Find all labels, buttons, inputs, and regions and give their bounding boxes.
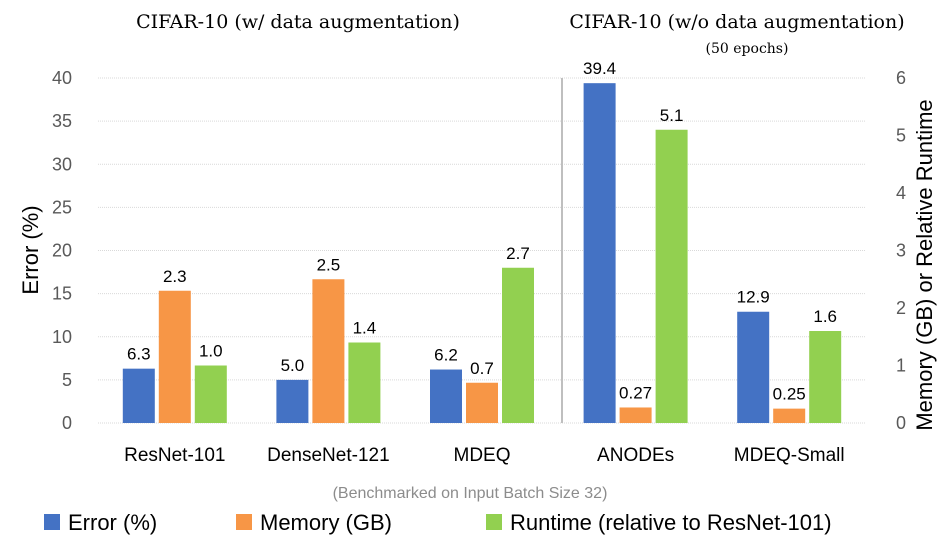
category-labels: ResNet-101 DenseNet-121 MDEQ ANODEs MDEQ-Sma… bbox=[124, 445, 845, 466]
bar bbox=[773, 408, 806, 423]
y-tick-label: 0 bbox=[62, 413, 72, 433]
y-axis-title: Error (%) bbox=[18, 205, 43, 294]
data-label: 2.5 bbox=[317, 255, 341, 274]
benchmark-note: (Benchmarked on Input Batch Size 32) bbox=[333, 485, 608, 502]
bar bbox=[655, 129, 688, 423]
data-label: 0.25 bbox=[773, 385, 806, 404]
y-tick-label: 10 bbox=[52, 327, 72, 347]
data-label: 2.3 bbox=[163, 267, 187, 286]
y-tick-label: 35 bbox=[52, 111, 72, 131]
y-tick-label: 25 bbox=[52, 197, 72, 217]
y2-tick-label: 0 bbox=[896, 413, 906, 433]
y2-tick-label: 5 bbox=[896, 126, 906, 146]
bar bbox=[737, 311, 770, 423]
data-label: 1.6 bbox=[813, 307, 837, 326]
category-label: DenseNet-121 bbox=[267, 445, 390, 466]
data-label: 12.9 bbox=[737, 288, 770, 307]
data-label: 0.7 bbox=[470, 359, 494, 378]
y2-axis-title: Memory (GB) or Relative Runtime bbox=[912, 99, 937, 430]
bar bbox=[122, 368, 155, 423]
bar bbox=[619, 407, 652, 423]
bar bbox=[194, 365, 227, 423]
y-tick-label: 20 bbox=[52, 241, 72, 261]
category-label: ANODEs bbox=[597, 445, 674, 466]
data-label: 0.27 bbox=[619, 383, 652, 402]
legend-label: Runtime (relative to ResNet-101) bbox=[510, 510, 832, 535]
y-axis-ticks: 0 5 10 15 20 25 30 35 40 bbox=[52, 68, 72, 433]
y2-axis-ticks: 0 1 2 3 4 5 6 bbox=[896, 68, 906, 433]
y-tick-label: 15 bbox=[52, 284, 72, 304]
category-label: MDEQ-Small bbox=[734, 445, 845, 466]
bar bbox=[312, 279, 345, 423]
data-label: 5.0 bbox=[281, 356, 305, 375]
data-label: 6.2 bbox=[434, 346, 458, 365]
legend: Error (%) Memory (GB) Runtime (relative to… bbox=[44, 510, 832, 535]
bar bbox=[502, 267, 534, 423]
legend-label: Memory (GB) bbox=[260, 510, 392, 535]
data-label: 5.1 bbox=[660, 106, 684, 125]
bar bbox=[158, 290, 191, 423]
y-tick-label: 30 bbox=[52, 154, 72, 174]
y2-tick-label: 2 bbox=[896, 298, 906, 318]
panel-title-left: CIFAR-10 (w/ data augmentation) bbox=[136, 11, 460, 33]
bar bbox=[809, 331, 842, 423]
legend-label: Error (%) bbox=[68, 510, 157, 535]
data-label: 6.3 bbox=[127, 345, 151, 364]
bar bbox=[466, 382, 498, 423]
bar bbox=[583, 83, 616, 424]
y2-tick-label: 6 bbox=[896, 68, 906, 88]
legend-swatch bbox=[44, 514, 60, 530]
y2-tick-label: 3 bbox=[896, 241, 906, 261]
y-tick-label: 5 bbox=[62, 370, 72, 390]
bar bbox=[348, 342, 381, 423]
bar bbox=[276, 379, 309, 423]
legend-swatch bbox=[486, 514, 502, 530]
y2-tick-label: 1 bbox=[896, 356, 906, 376]
data-label: 1.0 bbox=[199, 342, 223, 361]
data-label: 1.4 bbox=[353, 319, 377, 338]
panel-subtitle-right: (50 epochs) bbox=[706, 41, 789, 57]
category-label: MDEQ bbox=[454, 445, 511, 466]
data-label: 39.4 bbox=[583, 59, 616, 78]
y-tick-label: 40 bbox=[52, 68, 72, 88]
panel-title-right: CIFAR-10 (w/o data augmentation) bbox=[569, 11, 904, 33]
bars bbox=[122, 83, 842, 424]
legend-swatch bbox=[236, 514, 252, 530]
bar bbox=[430, 369, 462, 423]
data-label: 2.7 bbox=[506, 244, 530, 263]
category-label: ResNet-101 bbox=[124, 445, 225, 466]
y2-tick-label: 4 bbox=[896, 183, 906, 203]
data-labels: 6.3 2.3 1.0 5.0 2.5 1.4 6.2 0.7 2.7 39.4 0.27 5.1 12… bbox=[127, 59, 837, 403]
